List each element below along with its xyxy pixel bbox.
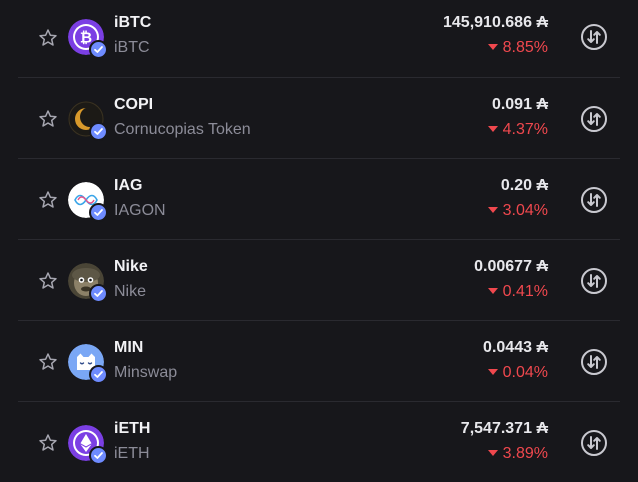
token-avatar: ₿: [68, 19, 108, 59]
token-symbol: iBTC: [114, 14, 152, 31]
token-row[interactable]: Nike Nike 0.00677 ₳ 0.41%: [18, 240, 620, 321]
verified-badge-icon: [89, 40, 108, 59]
token-avatar: [68, 101, 108, 141]
token-name: iBTC: [114, 39, 150, 56]
token-list: ₿ iBTC iBTC 145,910.686 ₳ 8.85%: [18, 0, 620, 482]
change-value: 3.89%: [502, 445, 548, 462]
token-price: 7,547.371 ₳: [461, 420, 548, 438]
swap-icon[interactable]: [580, 23, 608, 51]
currency-symbol: ₳: [536, 258, 548, 275]
price-change: 3.89%: [487, 445, 548, 463]
token-avatar: [68, 182, 108, 222]
token-row[interactable]: iETH iETH 7,547.371 ₳ 3.89%: [18, 402, 620, 482]
token-name: IAGON: [114, 202, 166, 219]
token-symbol: IAG: [114, 177, 143, 194]
verified-badge-icon: [89, 446, 108, 465]
token-symbol: Nike: [114, 258, 148, 275]
token-price: 0.091 ₳: [492, 96, 548, 114]
currency-symbol: ₳: [536, 96, 548, 113]
token-price: 0.20 ₳: [501, 177, 548, 195]
token-row[interactable]: COPI Cornucopias Token 0.091 ₳ 4.37%: [18, 78, 620, 159]
token-row[interactable]: MIN Minswap 0.0443 ₳ 0.04%: [18, 321, 620, 402]
token-avatar: [68, 263, 108, 303]
change-value: 3.04%: [502, 202, 548, 219]
swap-icon[interactable]: [580, 267, 608, 295]
price-change: 3.04%: [487, 202, 548, 220]
price-value: 0.20: [500, 177, 532, 194]
token-row[interactable]: ₿ iBTC iBTC 145,910.686 ₳ 8.85%: [18, 0, 620, 78]
token-price: 145,910.686 ₳: [443, 14, 548, 32]
favorite-star-icon[interactable]: [38, 28, 58, 48]
down-arrow-icon: [487, 369, 498, 375]
token-name: Minswap: [114, 364, 178, 381]
change-value: 8.85%: [502, 39, 548, 56]
token-price: 0.00677 ₳: [474, 258, 548, 276]
favorite-star-icon[interactable]: [38, 109, 58, 129]
price-change: 8.85%: [487, 39, 548, 57]
swap-icon[interactable]: [580, 186, 608, 214]
price-change: 4.37%: [487, 121, 548, 139]
down-arrow-icon: [487, 126, 498, 132]
price-change: 0.41%: [487, 283, 548, 301]
down-arrow-icon: [487, 288, 498, 294]
price-value: 145,910.686: [443, 14, 532, 31]
token-symbol: COPI: [114, 96, 154, 113]
token-avatar: [68, 425, 108, 465]
token-name: Cornucopias Token: [114, 121, 251, 138]
currency-symbol: ₳: [536, 14, 548, 31]
currency-symbol: ₳: [536, 420, 548, 437]
price-change: 0.04%: [487, 364, 548, 382]
price-value: 0.0443: [483, 339, 532, 356]
change-value: 0.04%: [502, 364, 548, 381]
verified-badge-icon: [89, 284, 108, 303]
token-name: Nike: [114, 283, 147, 300]
down-arrow-icon: [487, 44, 498, 50]
favorite-star-icon[interactable]: [38, 190, 58, 210]
favorite-star-icon[interactable]: [38, 433, 58, 453]
price-value: 7,547.371: [460, 420, 532, 437]
token-row[interactable]: IAG IAGON 0.20 ₳ 3.04%: [18, 159, 620, 240]
down-arrow-icon: [487, 207, 498, 213]
token-symbol: iETH: [114, 420, 151, 437]
favorite-star-icon[interactable]: [38, 271, 58, 291]
currency-symbol: ₳: [536, 177, 548, 194]
swap-icon[interactable]: [580, 429, 608, 457]
svg-text:₿: ₿: [80, 29, 92, 47]
favorite-star-icon[interactable]: [38, 352, 58, 372]
price-value: 0.00677: [474, 258, 532, 275]
price-value: 0.091: [491, 96, 532, 113]
verified-badge-icon: [89, 122, 108, 141]
swap-icon[interactable]: [580, 348, 608, 376]
token-name: iETH: [114, 445, 150, 462]
verified-badge-icon: [89, 365, 108, 384]
change-value: 0.41%: [502, 283, 548, 300]
swap-icon[interactable]: [580, 105, 608, 133]
down-arrow-icon: [487, 450, 498, 456]
token-avatar: [68, 344, 108, 384]
change-value: 4.37%: [502, 121, 548, 138]
token-price: 0.0443 ₳: [483, 339, 548, 357]
verified-badge-icon: [89, 203, 108, 222]
token-symbol: MIN: [114, 339, 144, 356]
currency-symbol: ₳: [536, 339, 548, 356]
